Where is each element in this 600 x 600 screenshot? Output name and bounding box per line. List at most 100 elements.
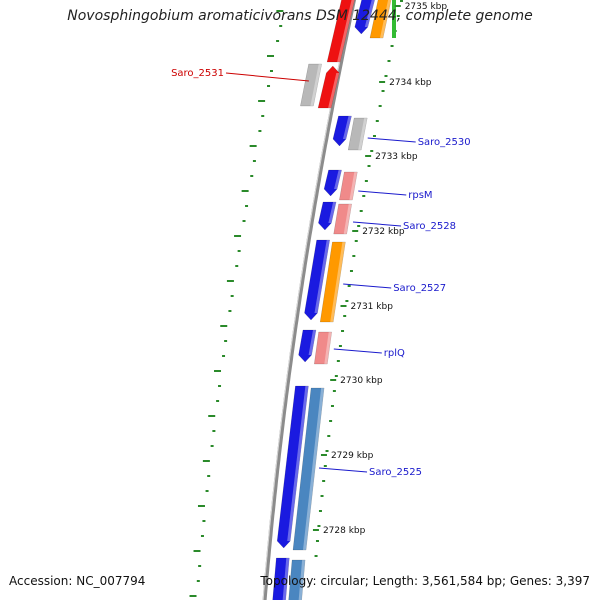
gene-shade-blue-2530 xyxy=(343,116,352,139)
outer-tick-left xyxy=(197,505,205,507)
outer-tick-left xyxy=(218,385,222,387)
kbp-label: 2728 kbp xyxy=(323,526,366,536)
kbp-tick xyxy=(312,529,319,531)
gene-blue-2530 xyxy=(332,115,352,147)
outer-tick-left xyxy=(276,40,280,42)
outer-tick-left xyxy=(202,460,210,462)
outer-tick-right xyxy=(400,0,403,2)
outer-tick-right xyxy=(322,480,326,482)
gene-label: Saro_2527 xyxy=(393,283,446,294)
outer-tick-right xyxy=(315,540,319,542)
outer-tick-right xyxy=(347,285,351,287)
outer-tick-right xyxy=(384,75,388,77)
outer-tick-right xyxy=(390,45,394,47)
outer-tick-left xyxy=(228,310,232,312)
outer-tick-left xyxy=(212,430,216,432)
kbp-tick xyxy=(365,155,372,157)
gene-orange-top xyxy=(369,0,392,39)
outer-tick-right xyxy=(378,105,382,107)
outer-tick-right xyxy=(317,525,321,527)
outer-tick-right xyxy=(345,300,349,302)
kbp-label: 2732 kbp xyxy=(362,227,405,237)
gene-blue-2525 xyxy=(276,385,309,549)
kbp-tick xyxy=(352,230,359,232)
outer-tick-right xyxy=(354,240,358,242)
outer-tick-left xyxy=(267,85,271,87)
gene-gray-2531 xyxy=(300,63,323,107)
gene-label: Saro_2528 xyxy=(403,221,456,232)
outer-tick-left xyxy=(234,235,242,237)
outer-tick-right xyxy=(327,435,331,437)
accession-text: Accession: NC_007794 xyxy=(9,574,146,588)
gene-shade-steel-2525 xyxy=(303,388,325,550)
outer-tick-left xyxy=(216,400,220,402)
outer-tick-left xyxy=(235,265,239,267)
kbp-tick xyxy=(330,379,337,381)
leader-line xyxy=(333,348,382,354)
outer-tick-left xyxy=(207,475,211,477)
outer-tick-right xyxy=(352,255,356,257)
outer-tick-left xyxy=(279,25,283,27)
gene-label: Saro_2530 xyxy=(418,137,471,148)
outer-tick-left xyxy=(220,325,228,327)
outer-tick-left xyxy=(205,490,209,492)
outer-tick-right xyxy=(359,210,363,212)
outer-tick-left xyxy=(193,550,201,552)
gene-blue-bottom xyxy=(272,557,290,600)
outer-tick-left xyxy=(208,415,216,417)
gene-steel-2525 xyxy=(292,387,325,551)
gene-shade-pink-2528 xyxy=(343,204,352,234)
outer-tick-right xyxy=(318,510,322,512)
gene-blue-2528 xyxy=(318,201,337,231)
gene-red-2531 xyxy=(317,65,340,109)
genome-backbone xyxy=(262,0,357,600)
kbp-label: 2730 kbp xyxy=(340,376,383,386)
outer-tick-left xyxy=(224,340,228,342)
gene-shade-red-top xyxy=(337,0,355,62)
gene-shade-orange-2527 xyxy=(330,242,346,322)
gene-shade-gray-2531 xyxy=(310,64,322,106)
gene-label: rpsM xyxy=(408,190,432,201)
gene-label: rplQ xyxy=(384,348,405,359)
kbp-tick xyxy=(340,305,347,307)
kbp-label: 2733 kbp xyxy=(375,152,418,162)
gene-shade-orange-top xyxy=(380,0,392,38)
outer-tick-left xyxy=(258,100,266,102)
outer-tick-right xyxy=(325,450,329,452)
outer-tick-right xyxy=(367,165,371,167)
outer-tick-left xyxy=(250,175,254,177)
outer-tick-left xyxy=(189,595,197,597)
outer-tick-right xyxy=(372,135,376,137)
outer-tick-left xyxy=(222,355,226,357)
leader-line xyxy=(225,72,309,82)
gene-shade-blue-rpsM xyxy=(334,170,342,189)
outer-tick-right xyxy=(364,180,368,182)
outer-tick-left xyxy=(230,295,234,297)
outer-tick-right xyxy=(332,390,336,392)
leader-line xyxy=(343,283,392,289)
topology-text: Topology: circular; Length: 3,561,584 bp… xyxy=(260,574,590,588)
gene-shade-pink-rpsM xyxy=(349,172,358,200)
genome-title: Novosphingobium aromaticivorans DSM 1244… xyxy=(67,8,533,24)
outer-tick-left xyxy=(269,70,273,72)
outer-tick-right xyxy=(362,195,366,197)
gene-label: Saro_2531 xyxy=(171,68,224,79)
gene-steel-bottom xyxy=(288,559,306,600)
kbp-label: 2734 kbp xyxy=(389,78,432,88)
outer-tick-left xyxy=(241,190,249,192)
leader-line xyxy=(367,137,416,143)
outer-tick-left xyxy=(261,115,265,117)
gene-shade-gray-2530 xyxy=(358,118,368,150)
outer-tick-left xyxy=(200,535,204,537)
gene-shade-blue-rplQ xyxy=(308,330,316,355)
outer-tick-left xyxy=(252,160,256,162)
gene-shade-blue-bottom xyxy=(282,558,290,600)
outer-tick-left xyxy=(210,445,214,447)
gene-green-top xyxy=(392,0,396,38)
outer-tick-left xyxy=(258,130,262,132)
outer-tick-left xyxy=(202,520,206,522)
outer-tick-right xyxy=(349,270,353,272)
gene-gray-2530 xyxy=(347,117,368,151)
gene-blue-rpsM xyxy=(323,169,342,197)
